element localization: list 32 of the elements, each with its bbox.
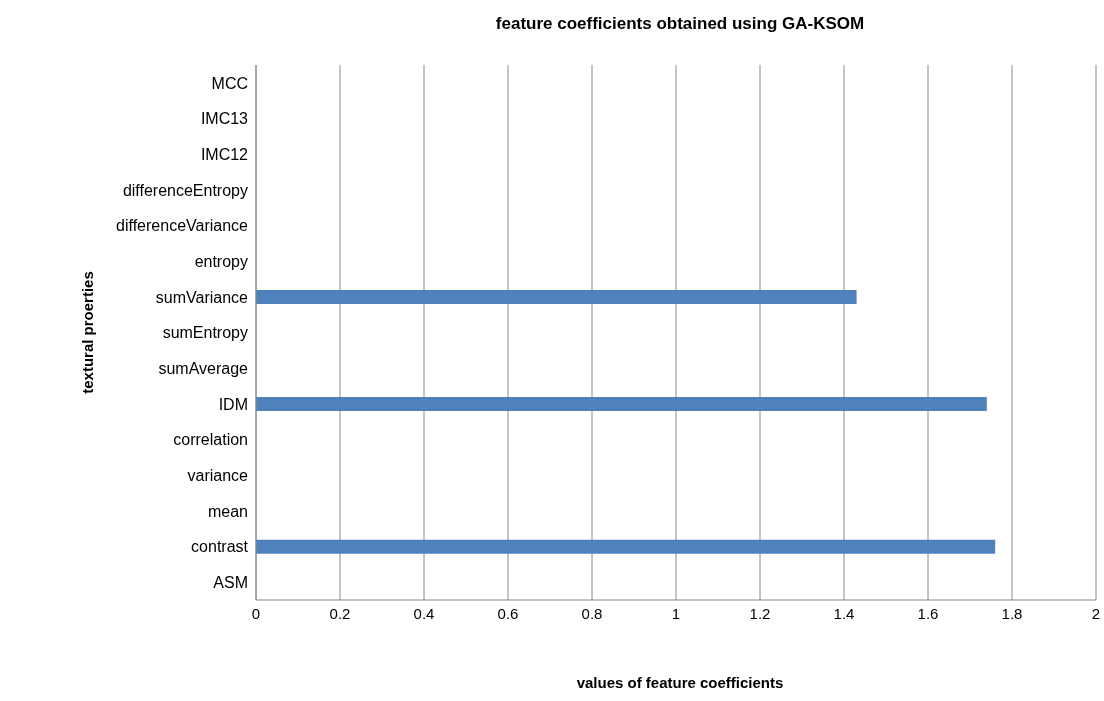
x-tick-label: 0.2 xyxy=(329,604,351,622)
bar xyxy=(256,397,987,411)
x-tick-label: 1.6 xyxy=(917,604,939,622)
y-tick-label: IMC13 xyxy=(200,110,249,128)
x-tick-label: 0.6 xyxy=(497,604,519,622)
y-tick-label: sumAverage xyxy=(158,359,249,377)
y-tick-label: entropy xyxy=(194,252,248,270)
x-tick-label: 1 xyxy=(671,604,681,622)
x-tick-label: 0.4 xyxy=(413,604,435,622)
bar xyxy=(256,539,996,554)
x-axis-title: values of feature coefficients xyxy=(575,674,785,691)
x-tick-label: 1.4 xyxy=(833,604,855,622)
y-tick-label: variance xyxy=(187,466,249,484)
y-tick-label: IDM xyxy=(218,395,248,413)
y-tick-label: differenceVariance xyxy=(116,217,249,235)
x-tick-label: 1.8 xyxy=(1001,604,1023,622)
y-tick-label: sumEntropy xyxy=(162,324,248,342)
y-tick-label: mean xyxy=(207,502,248,520)
x-tick-label: 0.8 xyxy=(581,604,603,622)
y-tick-label: MCC xyxy=(211,74,248,92)
y-tick-label: correlation xyxy=(173,431,248,449)
x-tick-label: 1.2 xyxy=(749,604,771,622)
y-tick-label: ASM xyxy=(213,573,248,591)
bar xyxy=(256,290,857,304)
y-tick-label: sumVariance xyxy=(155,288,249,306)
x-tick-label: 2 xyxy=(1091,604,1101,622)
y-axis-title: textural proerties xyxy=(79,271,97,394)
y-tick-label: IMC12 xyxy=(200,145,249,163)
chart-title: feature coefficients obtained using GA-KSOM xyxy=(494,14,866,34)
y-tick-label: contrast xyxy=(191,538,249,556)
x-tick-label: 0 xyxy=(251,604,261,622)
y-tick-label: differenceEntropy xyxy=(122,181,248,199)
